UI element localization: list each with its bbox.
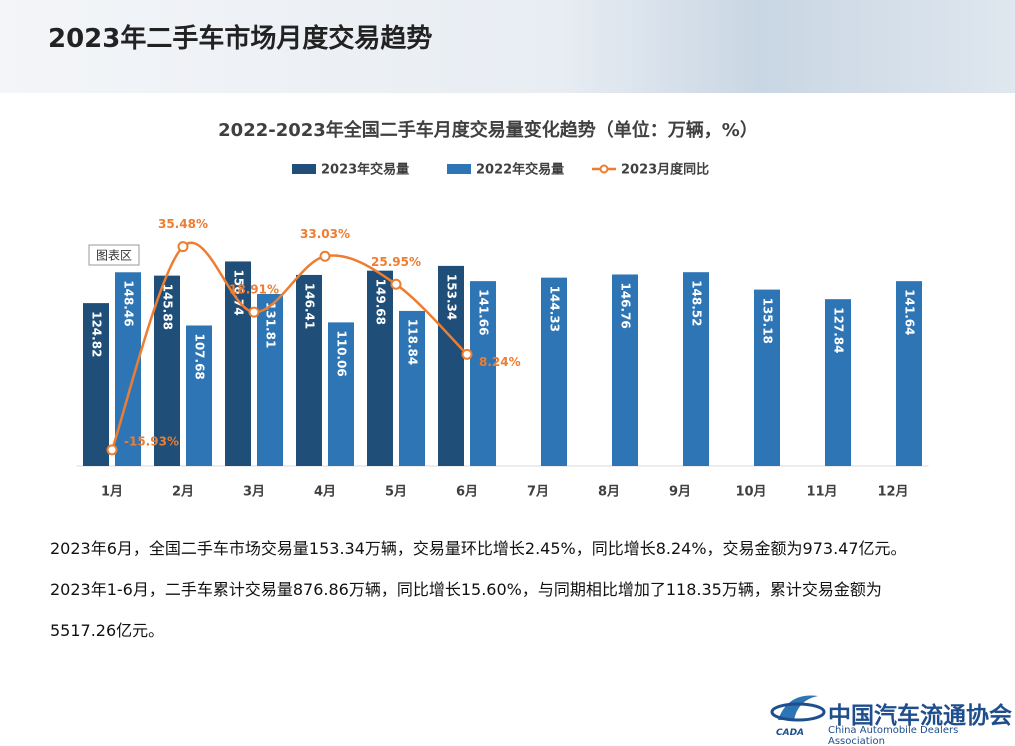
bar bbox=[399, 310, 425, 466]
logo-icon bbox=[770, 695, 826, 722]
bar bbox=[367, 270, 393, 466]
bar-value-label: 135.18 bbox=[761, 298, 775, 344]
legend-swatch bbox=[292, 164, 316, 174]
bar-value-label: 148.46 bbox=[122, 280, 136, 326]
legend-label: 2023月度同比 bbox=[621, 162, 709, 178]
bar bbox=[683, 272, 709, 466]
bar-value-label: 127.84 bbox=[832, 307, 846, 353]
line-value-label: 25.95% bbox=[371, 255, 421, 269]
chart: 2022-2023年全国二手车月度交易量变化趋势（单位：万辆，%） 1月 2月 3月… bbox=[76, 119, 929, 500]
tooltip-box bbox=[88, 244, 140, 266]
bar bbox=[825, 299, 851, 466]
paragraph: 2023年6月，全国二手车市场交易量153.34万辆，交易量环比增长2.45%，… bbox=[50, 539, 907, 558]
logo-name: 中国汽车流通协会 bbox=[828, 702, 1012, 729]
line-marker bbox=[106, 444, 118, 456]
line-marker bbox=[177, 241, 189, 253]
line-marker bbox=[319, 250, 331, 262]
bar bbox=[83, 303, 109, 466]
legend-marker bbox=[599, 164, 609, 174]
bar bbox=[541, 277, 567, 466]
line-marker bbox=[461, 348, 473, 360]
bar bbox=[754, 289, 780, 466]
x-tick-label: 9月 bbox=[669, 485, 691, 500]
bar-value-label: 141.64 bbox=[903, 289, 917, 335]
line-value-label: -15.93% bbox=[124, 434, 179, 448]
legend-label: 2022年交易量 bbox=[476, 162, 564, 178]
bar-value-label: 146.76 bbox=[619, 282, 633, 328]
bar-value-label: 146.41 bbox=[303, 283, 317, 329]
bar bbox=[186, 325, 212, 466]
x-tick-label: 6月 bbox=[456, 485, 478, 500]
bar-value-label: 107.68 bbox=[193, 333, 207, 379]
line-value-label: 18.91% bbox=[229, 283, 279, 297]
bar-value-label: 118.84 bbox=[406, 319, 420, 365]
x-tick-label: 4月 bbox=[314, 485, 336, 500]
bar-value-label: 110.06 bbox=[335, 330, 349, 376]
x-tick-label: 10月 bbox=[735, 485, 766, 500]
paragraph: 2023年1-6月，二手车累计交易量876.86万辆，同比增长15.60%，与同… bbox=[50, 580, 882, 640]
line-value-label: 33.03% bbox=[300, 227, 350, 241]
bar-value-label: 153.34 bbox=[445, 274, 459, 320]
chart-title: 2022-2023年全国二手车月度交易量变化趋势（单位：万辆，%） bbox=[218, 119, 758, 141]
bar bbox=[154, 275, 180, 466]
bar-value-label: 144.33 bbox=[548, 286, 562, 332]
legend-swatch bbox=[447, 164, 471, 174]
x-tick-label: 1月 bbox=[101, 485, 123, 500]
bar bbox=[438, 265, 464, 466]
line-marker bbox=[390, 278, 402, 290]
x-tick-label: 8月 bbox=[598, 485, 620, 500]
bar bbox=[296, 274, 322, 466]
bar bbox=[225, 261, 251, 466]
legend-label: 2023年交易量 bbox=[321, 162, 409, 178]
slide-title: 2023年二手车市场月度交易趋势 bbox=[48, 24, 433, 54]
bar bbox=[257, 293, 283, 466]
bar bbox=[328, 322, 354, 466]
x-tick-label: 5月 bbox=[385, 485, 407, 500]
bar-value-label: 124.82 bbox=[90, 311, 104, 357]
bar-value-label: 148.52 bbox=[690, 280, 704, 326]
line-marker bbox=[248, 306, 260, 318]
bar-value-label: 149.68 bbox=[374, 279, 388, 325]
line-value-label: 8.24% bbox=[479, 355, 521, 369]
x-tick-label: 2月 bbox=[172, 485, 194, 500]
bar bbox=[896, 281, 922, 466]
x-tick-label: 12月 bbox=[877, 485, 908, 500]
bar bbox=[612, 274, 638, 466]
bar bbox=[470, 281, 496, 466]
bar-value-label: 145.88 bbox=[161, 284, 175, 330]
logo-abbr: CADA bbox=[776, 728, 805, 738]
tooltip: 图表区 bbox=[96, 249, 132, 263]
header: 2023年二手车市场月度交易趋势 bbox=[0, 0, 1015, 93]
x-tick-label: 11月 bbox=[806, 485, 837, 500]
x-tick-label: 3月 bbox=[243, 485, 265, 500]
logo-english: China Automobile Dealers Association bbox=[828, 725, 959, 746]
x-tick-label: 7月 bbox=[527, 485, 549, 500]
bar-value-label: 131.81 bbox=[264, 302, 278, 348]
bar-value-label: 141.66 bbox=[477, 289, 491, 335]
line-value-label: 35.48% bbox=[158, 217, 208, 231]
